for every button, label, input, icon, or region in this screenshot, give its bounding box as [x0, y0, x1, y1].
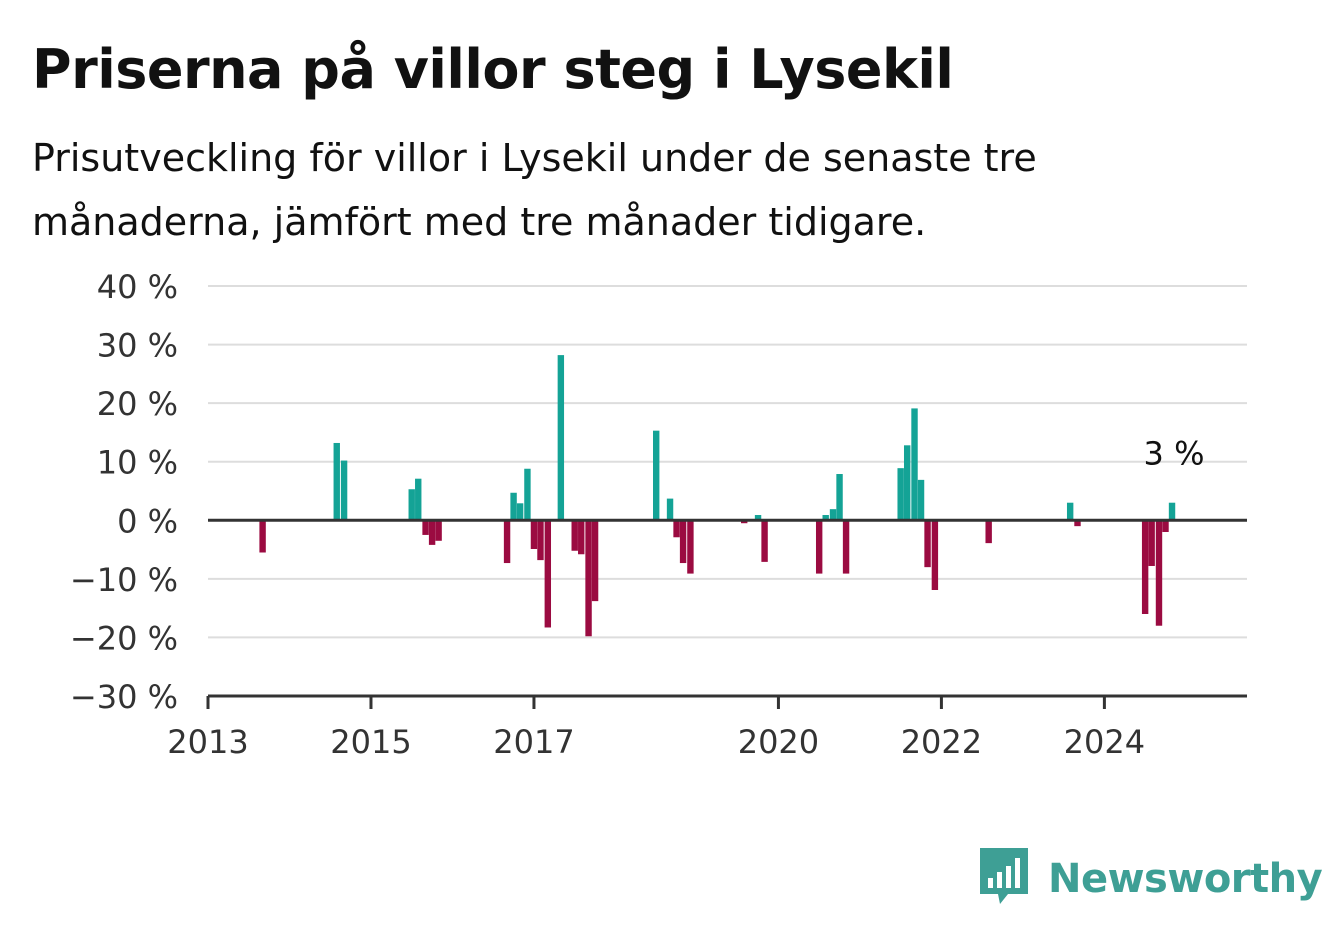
bar — [259, 520, 266, 553]
x-tick-label: 2024 — [1064, 723, 1145, 761]
bar — [571, 520, 578, 551]
bar — [333, 442, 340, 521]
bar — [544, 520, 552, 628]
y-tick-label: −30 % — [70, 678, 178, 716]
bar — [503, 520, 511, 564]
y-tick-label: 40 % — [97, 268, 178, 306]
bar — [557, 355, 565, 521]
bar — [842, 520, 850, 574]
bar — [653, 430, 660, 521]
bar — [428, 520, 436, 545]
y-tick-label: 30 % — [97, 327, 178, 365]
x-tick-label: 2022 — [901, 723, 982, 761]
bar — [340, 460, 348, 521]
bar — [903, 445, 911, 521]
bar — [829, 509, 837, 521]
bar — [1066, 502, 1074, 521]
bar — [578, 520, 585, 555]
bar — [1074, 520, 1081, 527]
bar — [510, 492, 517, 521]
logo-text: Newsworthy — [1048, 856, 1322, 902]
bar — [836, 474, 843, 521]
bar — [1168, 502, 1176, 521]
bar — [673, 520, 680, 538]
bar-chart: −30 %−20 %−10 %0 %10 %20 %30 %40 % 2013 2… — [70, 268, 1247, 761]
y-tick-label: −10 % — [70, 561, 178, 599]
bar — [516, 503, 524, 521]
bar — [679, 520, 687, 564]
bar — [761, 520, 768, 562]
bar-chart-speech-bubble-icon — [980, 848, 1028, 904]
y-axis-labels: −30 % −20 % −10 % 0 % 10 % 20 % 30 % 40 % — [70, 268, 178, 716]
bar — [530, 520, 538, 549]
bar — [524, 468, 531, 521]
bar — [1141, 520, 1149, 614]
axes — [206, 518, 1247, 709]
bar — [408, 489, 415, 521]
bar — [666, 498, 674, 521]
chart-title: Priserna på villor steg i Lysekil — [32, 38, 954, 101]
bar — [435, 520, 442, 541]
x-tick-label: 2020 — [738, 723, 819, 761]
chart-subtitle: Prisutveckling för villor i Lysekil unde… — [32, 136, 1037, 244]
x-axis-labels: 2013 2015 2017 2020 2022 2024 — [167, 723, 1145, 761]
bar — [585, 520, 592, 637]
bar — [985, 520, 992, 544]
bar — [415, 478, 422, 521]
annotations: 3 % — [1144, 435, 1205, 473]
bar — [537, 520, 544, 561]
value-annotation: 3 % — [1144, 435, 1205, 473]
bar — [917, 479, 925, 521]
x-tick-label: 2015 — [330, 723, 411, 761]
bar — [1155, 520, 1163, 626]
bar — [754, 515, 762, 521]
y-tick-label: 10 % — [97, 444, 178, 482]
x-tick-label: 2013 — [167, 723, 248, 761]
bar — [1148, 520, 1155, 566]
bar — [822, 515, 829, 521]
gridlines — [208, 285, 1247, 639]
y-tick-label: 0 % — [117, 502, 178, 540]
newsworthy-logo: Newsworthy — [980, 848, 1322, 910]
bar — [931, 520, 939, 590]
x-tick-label: 2017 — [493, 723, 574, 761]
bar — [591, 520, 599, 602]
bar — [924, 520, 931, 568]
bar — [911, 408, 918, 521]
bar — [687, 520, 694, 574]
bar — [897, 468, 904, 521]
bar — [815, 520, 823, 574]
y-tick-label: −20 % — [70, 619, 178, 657]
bars — [259, 355, 1176, 637]
bar — [1162, 520, 1169, 532]
bar — [422, 520, 429, 535]
y-tick-label: 20 % — [97, 385, 178, 423]
